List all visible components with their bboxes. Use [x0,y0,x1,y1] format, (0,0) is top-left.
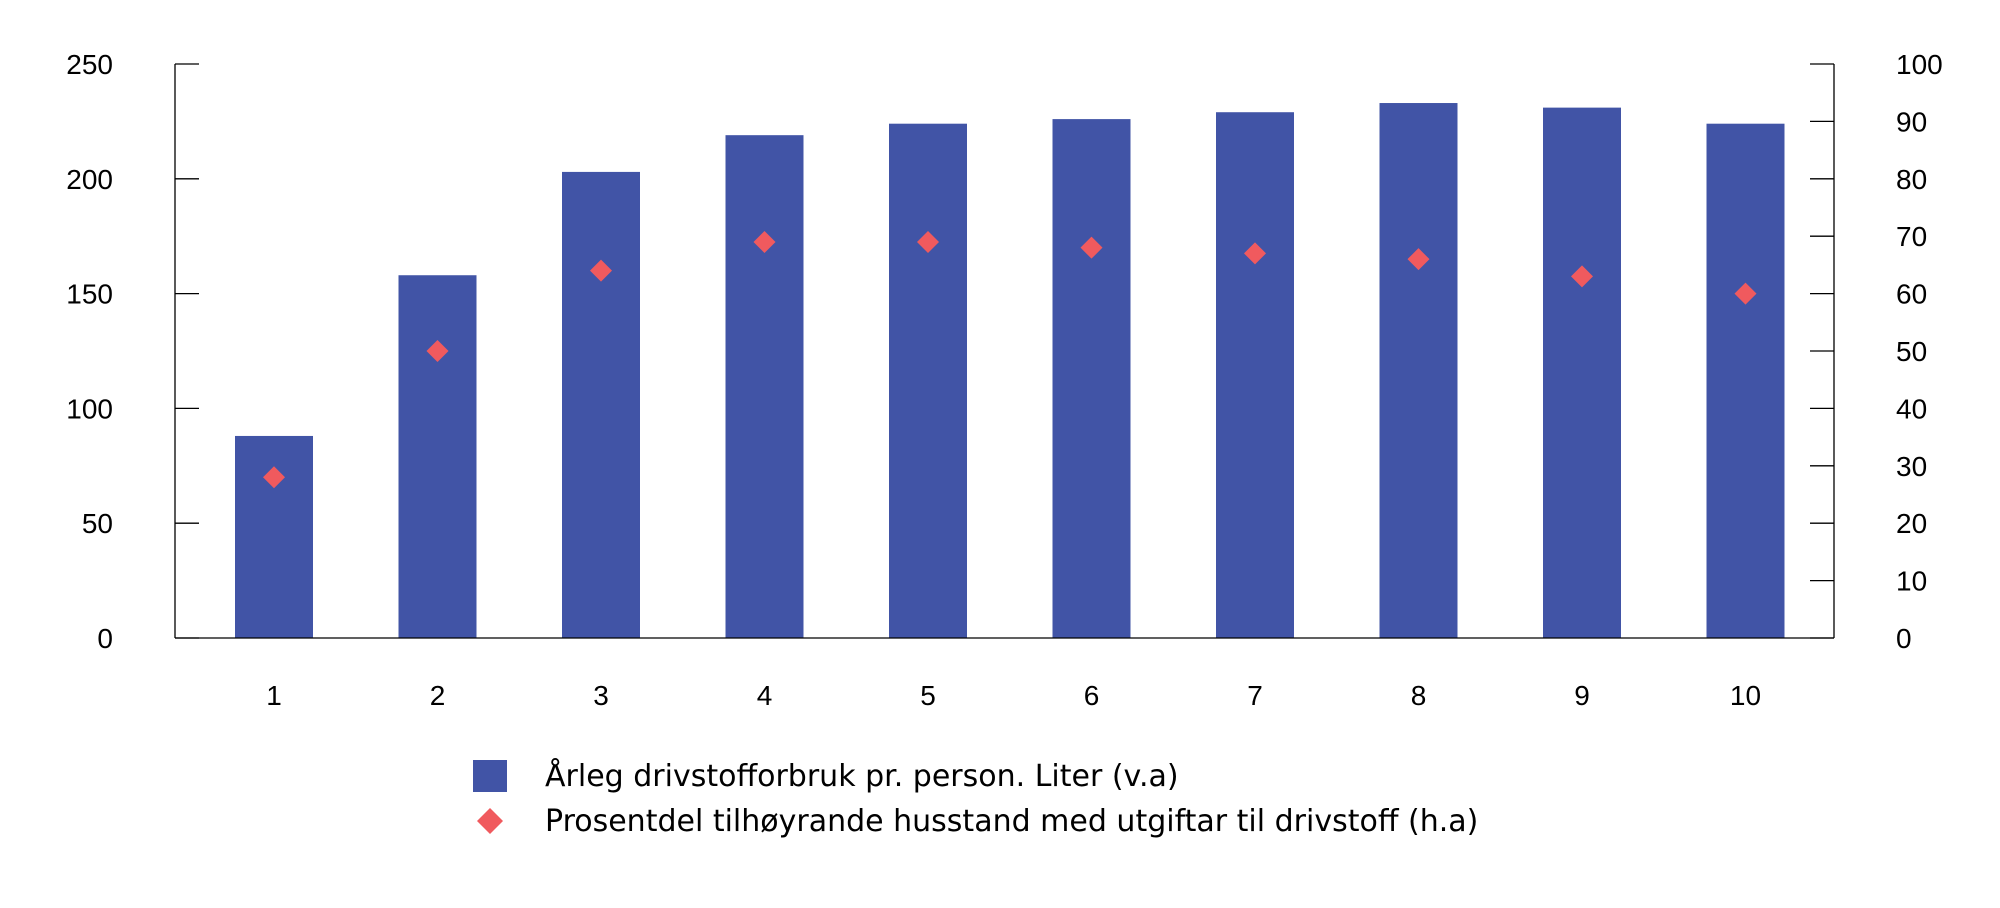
bars-layer [235,103,1785,639]
bar-2 [398,275,477,638]
left-tick-label: 100 [66,393,113,424]
diamond-marker-9 [1571,265,1593,288]
right-tick-label: 20 [1896,508,1927,539]
left-tick-label: 200 [66,164,113,195]
diamond-marker-4 [753,230,776,253]
x-tick-label: 4 [757,680,773,711]
x-tick-label: 1 [266,680,282,711]
right-tick-label: 0 [1896,623,1912,654]
legend-diamond-label: Prosentdel tilhøyrande husstand med utgi… [545,804,1478,839]
x-tick-label: 7 [1247,680,1263,711]
left-tick-label: 0 [97,623,113,654]
legend-bar-swatch [473,760,507,792]
diamond-marker-5 [917,230,939,253]
diamond-marker-10 [1734,282,1757,305]
right-tick-label: 50 [1896,336,1927,367]
legend-diamond-marker [477,808,503,834]
legend-bar-label: Årleg drivstofforbruk pr. person. Liter … [545,758,1179,794]
diamond-marker-2 [426,340,449,362]
bar-6 [1052,119,1131,638]
right-tick-label: 70 [1896,221,1927,252]
right-tick-label: 60 [1896,279,1927,310]
bar-7 [1216,112,1294,638]
bar-4 [725,135,804,638]
x-tick-label: 2 [430,680,446,711]
right-tick-label: 10 [1896,566,1927,597]
left-tick-label: 150 [66,279,113,310]
diamond-marker-6 [1080,236,1103,259]
x-axis-ticks: 1 2 3 4 5 6 7 8 9 10 [266,680,1761,711]
diamond-marker-1 [263,466,285,489]
x-tick-label: 9 [1574,680,1590,711]
x-tick-label: 8 [1411,680,1427,711]
bar-3 [562,171,640,639]
right-tick-label: 30 [1896,451,1927,482]
x-tick-label: 6 [1084,680,1100,711]
bar-1 [235,435,313,638]
bar-10 [1706,123,1785,639]
x-tick-label: 3 [593,680,609,711]
left-tick-label: 250 [66,49,113,80]
right-tick-label: 40 [1896,393,1927,424]
right-y-axis-ticks: 0 10 20 30 40 50 60 70 80 90 100 [1810,49,1943,654]
right-tick-label: 80 [1896,164,1927,195]
right-tick-label: 100 [1896,49,1943,80]
diamond-marker-3 [590,259,612,282]
left-tick-label: 50 [82,508,113,539]
markers-layer [263,230,1757,489]
bar-9 [1543,107,1621,638]
x-tick-label: 10 [1730,680,1761,711]
diamond-marker-7 [1244,242,1266,265]
bar-5 [889,123,967,639]
right-tick-label: 90 [1896,106,1927,137]
diamond-marker-8 [1407,248,1430,271]
bar-8 [1379,103,1458,639]
legend: Årleg drivstofforbruk pr. person. Liter … [473,758,1478,839]
x-tick-label: 5 [920,680,936,711]
left-y-axis-ticks: 0 50 100 150 200 250 [66,49,199,654]
